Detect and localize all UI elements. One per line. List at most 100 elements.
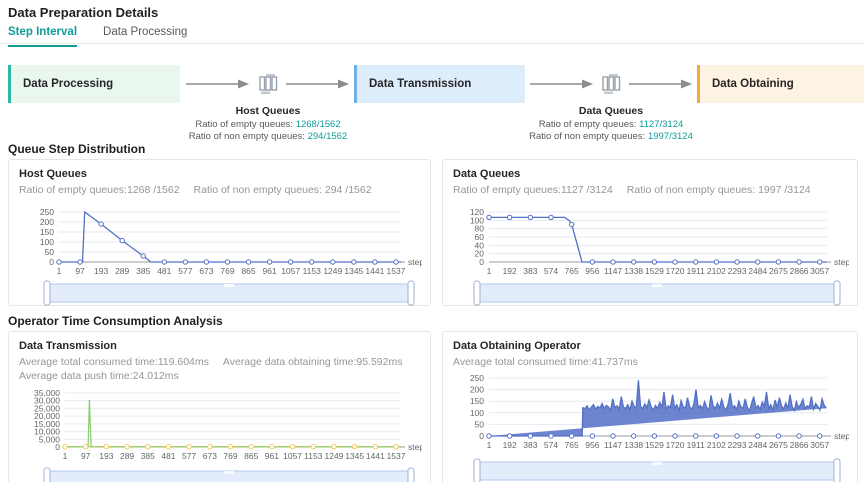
tab-bar: Step Interval Data Processing xyxy=(8,26,187,47)
svg-text:2293: 2293 xyxy=(728,440,747,450)
svg-text:956: 956 xyxy=(585,440,599,450)
svg-text:5,000: 5,000 xyxy=(39,435,61,445)
svg-text:1338: 1338 xyxy=(624,266,643,276)
tab-step-interval[interactable]: Step Interval xyxy=(8,26,78,47)
non-empty-ratio-label: Ratio of non empty queues: xyxy=(529,131,646,143)
host-queues-card: Host Queues Ratio of empty queues:1268 /… xyxy=(8,159,431,306)
svg-text:1441: 1441 xyxy=(366,451,385,461)
svg-text:100: 100 xyxy=(470,215,484,225)
arrow-right-icon xyxy=(530,79,593,89)
svg-text:673: 673 xyxy=(203,451,217,461)
empty-ratio-label: Ratio of empty queues: xyxy=(538,119,637,130)
svg-text:1: 1 xyxy=(487,266,492,276)
data-queues-title: Data Queues xyxy=(578,105,644,117)
card-title: Host Queues xyxy=(19,168,87,180)
svg-text:1338: 1338 xyxy=(624,440,643,450)
svg-text:250: 250 xyxy=(40,207,54,217)
arrow-right-icon xyxy=(629,79,692,89)
svg-text:15,000: 15,000 xyxy=(34,419,60,429)
svg-text:2675: 2675 xyxy=(769,440,788,450)
svg-text:765: 765 xyxy=(565,440,579,450)
non-empty-ratio-value: 294/1562 xyxy=(307,131,348,143)
svg-text:120: 120 xyxy=(470,207,484,217)
svg-text:765: 765 xyxy=(565,266,579,276)
svg-text:383: 383 xyxy=(523,440,537,450)
svg-text:50: 50 xyxy=(45,247,55,257)
host-queues-title: Host Queues xyxy=(235,105,301,117)
data-transmission-card: Data Transmission Average total consumed… xyxy=(8,331,431,482)
svg-text:20: 20 xyxy=(475,248,485,258)
svg-text:2675: 2675 xyxy=(769,266,788,276)
card-subtitle: Average total consumed time:41.737ms xyxy=(453,356,638,368)
svg-text:1720: 1720 xyxy=(666,266,685,276)
svg-text:769: 769 xyxy=(220,266,234,276)
svg-text:1: 1 xyxy=(487,440,492,450)
svg-text:2102: 2102 xyxy=(707,266,726,276)
pipeline-flow-diagram: Data Processing Data Transmission Data O… xyxy=(0,65,864,143)
svg-text:200: 200 xyxy=(40,217,54,227)
tab-data-processing[interactable]: Data Processing xyxy=(103,26,188,38)
empty-ratio-label: Ratio of empty queues: xyxy=(195,119,294,130)
card-title: Data Transmission xyxy=(19,340,117,352)
svg-text:0: 0 xyxy=(55,442,60,452)
svg-text:2484: 2484 xyxy=(748,266,767,276)
svg-text:956: 956 xyxy=(585,266,599,276)
svg-text:150: 150 xyxy=(40,227,54,237)
svg-text:step: step xyxy=(834,431,849,441)
svg-text:1720: 1720 xyxy=(666,440,685,450)
svg-text:0: 0 xyxy=(479,257,484,267)
svg-text:1345: 1345 xyxy=(344,266,363,276)
svg-text:192: 192 xyxy=(503,266,517,276)
data-queues-summary: Data Queues Ratio of empty queues: 1127/… xyxy=(511,105,711,144)
host-queues-icon xyxy=(259,74,278,94)
svg-text:865: 865 xyxy=(241,266,255,276)
svg-text:481: 481 xyxy=(157,266,171,276)
svg-text:1153: 1153 xyxy=(303,266,322,276)
svg-text:2102: 2102 xyxy=(707,440,726,450)
svg-text:35,000: 35,000 xyxy=(34,388,60,398)
svg-text:100: 100 xyxy=(470,407,484,417)
svg-text:1911: 1911 xyxy=(687,440,706,450)
svg-text:865: 865 xyxy=(244,451,258,461)
svg-text:1529: 1529 xyxy=(645,440,664,450)
svg-text:1057: 1057 xyxy=(281,266,300,276)
svg-text:2866: 2866 xyxy=(790,440,809,450)
svg-text:10,000: 10,000 xyxy=(34,427,60,437)
svg-text:2866: 2866 xyxy=(790,266,809,276)
tabs-separator xyxy=(0,43,864,44)
data-queues-card: Data Queues Ratio of empty queues:1127 /… xyxy=(442,159,858,306)
flow-stage-data-processing: Data Processing xyxy=(8,65,180,103)
svg-text:289: 289 xyxy=(120,451,134,461)
card-subtitle: Ratio of empty queues:1268 /1562 Ratio of… xyxy=(19,184,372,196)
svg-text:2484: 2484 xyxy=(748,440,767,450)
page-title: Data Preparation Details xyxy=(8,5,159,20)
empty-ratio-value: 1127/3124 xyxy=(639,119,684,130)
non-empty-ratio-label: Ratio of non empty queues: xyxy=(188,131,305,143)
svg-text:1: 1 xyxy=(63,451,68,461)
arrow-right-icon xyxy=(186,79,249,89)
svg-text:step: step xyxy=(408,442,422,452)
data-transmission-chart[interactable]: 05,00010,00015,00020,00025,00030,00035,0… xyxy=(19,385,422,482)
host-queues-summary: Host Queues Ratio of empty queues: 1268/… xyxy=(168,105,368,144)
svg-text:961: 961 xyxy=(265,451,279,461)
section-operator-time-consumption: Operator Time Consumption Analysis xyxy=(8,314,223,328)
svg-text:481: 481 xyxy=(161,451,175,461)
svg-text:30,000: 30,000 xyxy=(34,396,60,406)
card-title: Data Queues xyxy=(453,168,521,180)
svg-text:1911: 1911 xyxy=(687,266,706,276)
svg-text:60: 60 xyxy=(475,232,485,242)
svg-text:97: 97 xyxy=(81,451,91,461)
svg-text:0: 0 xyxy=(49,257,54,267)
svg-text:769: 769 xyxy=(223,451,237,461)
svg-text:193: 193 xyxy=(94,266,108,276)
arrow-right-icon xyxy=(286,79,349,89)
svg-text:3057: 3057 xyxy=(810,440,829,450)
card-subtitle: Ratio of empty queues:1127 /3124 Ratio of… xyxy=(453,184,811,196)
svg-text:20,000: 20,000 xyxy=(34,411,60,421)
svg-text:step: step xyxy=(834,257,849,267)
svg-text:192: 192 xyxy=(503,440,517,450)
